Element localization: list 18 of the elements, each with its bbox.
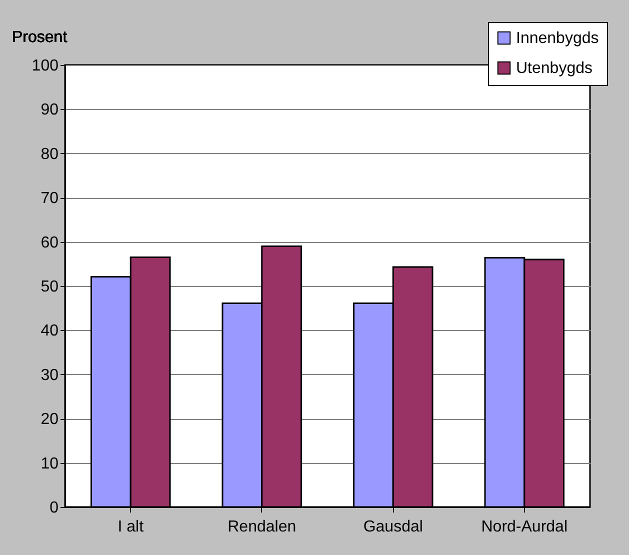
y-axis-title: Prosent	[12, 29, 68, 46]
y-tick-label: 80	[40, 146, 59, 163]
y-tick-label: 50	[40, 278, 59, 296]
y-tick-label: 90	[40, 102, 59, 119]
y-tick-label: 40	[40, 322, 59, 340]
x-tick-label: Gausdal	[363, 518, 423, 536]
y-tick-label: 0	[50, 500, 59, 516]
y-tick-label: 70	[40, 190, 59, 208]
x-tick-label: I alt	[118, 518, 144, 536]
legend-label: Innenbygds	[516, 30, 599, 47]
y-tick-label: 30	[40, 366, 59, 384]
y-tick-label: 10	[40, 455, 59, 472]
y-tick-label: 100	[32, 58, 59, 74]
legend-label: Utenbygds	[516, 60, 592, 77]
x-tick-label: Nord-Aurdal	[481, 518, 568, 536]
x-tick-label: Rendalen	[228, 518, 296, 536]
y-tick-label: 60	[40, 234, 59, 252]
y-tick-label: 20	[40, 411, 59, 428]
